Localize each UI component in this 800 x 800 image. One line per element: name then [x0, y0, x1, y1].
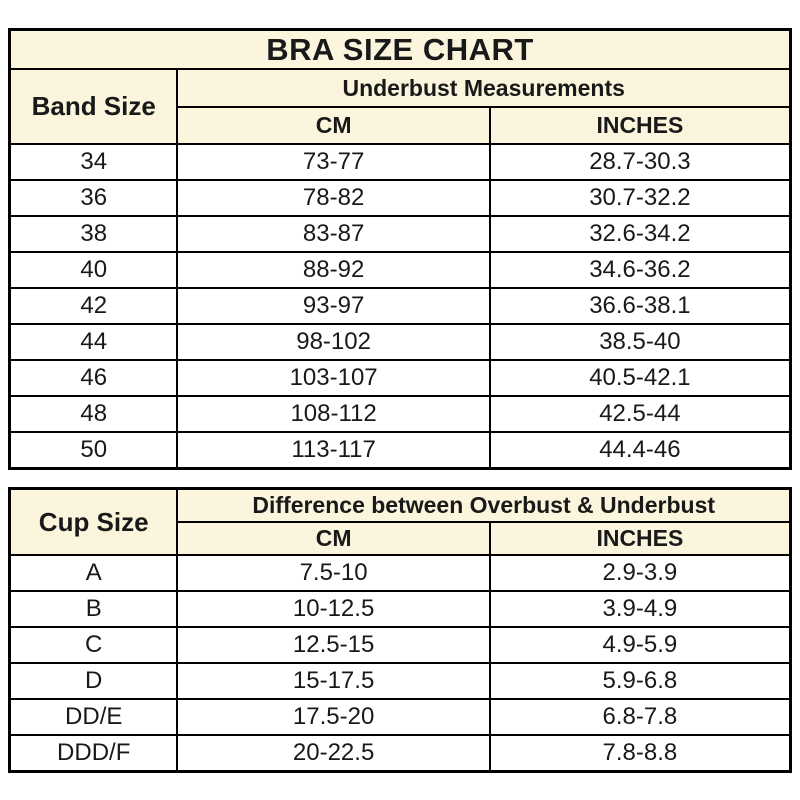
size-label-cell: 40 [8, 251, 179, 289]
cm-range-cell: 103-107 [176, 359, 491, 397]
cup-size-table: Cup Size Difference between Overbust & U… [8, 487, 792, 773]
inches-range-cell: 28.7-30.3 [488, 143, 792, 181]
inches-range-cell: 4.9-5.9 [488, 626, 792, 664]
band-size-column-header: Band Size [8, 68, 179, 145]
cup-size-table-header: Cup Size Difference between Overbust & U… [8, 487, 792, 556]
inches-range-cell: 40.5-42.1 [488, 359, 792, 397]
table-row: 34 73-77 28.7-30.3 [8, 143, 792, 181]
cm-range-cell: 12.5-15 [176, 626, 491, 664]
band-size-table: BRA SIZE CHART Band Size Underbust Measu… [8, 28, 792, 470]
inches-range-cell: 3.9-4.9 [488, 590, 792, 628]
size-label-cell: 36 [8, 179, 179, 217]
cm-range-cell: 7.5-10 [176, 554, 491, 592]
cm-range-cell: 17.5-20 [176, 698, 491, 736]
inches-column-header: INCHES [488, 521, 792, 556]
size-label-cell: A [8, 554, 179, 592]
table-row: D 15-17.5 5.9-6.8 [8, 662, 792, 700]
group-header-row: Cup Size Difference between Overbust & U… [8, 487, 792, 556]
table-row: 50 113-117 44.4-46 [8, 431, 792, 470]
inches-range-cell: 34.6-36.2 [488, 251, 792, 289]
table-row: 38 83-87 32.6-34.2 [8, 215, 792, 253]
cm-range-cell: 20-22.5 [176, 734, 491, 773]
inches-range-cell: 36.6-38.1 [488, 287, 792, 325]
size-label-cell: B [8, 590, 179, 628]
difference-overbust-underbust-header: Difference between Overbust & Underbust [176, 487, 792, 523]
chart-title: BRA SIZE CHART [8, 28, 792, 70]
size-label-cell: 50 [8, 431, 179, 470]
sub-header-row: CM INCHES [10, 106, 792, 145]
size-label-cell: 46 [8, 359, 179, 397]
cup-size-table-body: A 7.5-10 2.9-3.9 B 10-12.5 3.9-4.9 C 12.5-15 4.9… [8, 554, 792, 773]
size-label-cell: 44 [8, 323, 179, 361]
underbust-measurements-header: Underbust Measurements [176, 68, 792, 108]
cm-range-cell: 15-17.5 [176, 662, 491, 700]
table-row: B 10-12.5 3.9-4.9 [8, 590, 792, 628]
cm-range-cell: 88-92 [176, 251, 491, 289]
cup-size-column-header: Cup Size [8, 487, 179, 556]
group-header-row: Band Size Underbust Measurements [8, 68, 792, 145]
inches-range-cell: 44.4-46 [488, 431, 792, 470]
cm-range-cell: 78-82 [176, 179, 491, 217]
cm-column-header: CM [176, 521, 491, 556]
cm-range-cell: 73-77 [176, 143, 491, 181]
table-row: C 12.5-15 4.9-5.9 [8, 626, 792, 664]
inches-range-cell: 42.5-44 [488, 395, 792, 433]
table-row: 46 103-107 40.5-42.1 [8, 359, 792, 397]
inches-range-cell: 38.5-40 [488, 323, 792, 361]
table-row: DD/E 17.5-20 6.8-7.8 [8, 698, 792, 736]
inches-range-cell: 30.7-32.2 [488, 179, 792, 217]
table-row: 48 108-112 42.5-44 [8, 395, 792, 433]
cm-range-cell: 113-117 [176, 431, 491, 470]
cm-range-cell: 93-97 [176, 287, 491, 325]
inches-range-cell: 32.6-34.2 [488, 215, 792, 253]
size-label-cell: 38 [8, 215, 179, 253]
table-row: 44 98-102 38.5-40 [8, 323, 792, 361]
band-size-table-body: 34 73-77 28.7-30.3 36 78-82 30.7-32.2 38 83-87 3… [8, 143, 792, 470]
size-label-cell: 42 [8, 287, 179, 325]
inches-column-header: INCHES [488, 106, 792, 145]
size-label-cell: DD/E [8, 698, 179, 736]
cm-range-cell: 98-102 [176, 323, 491, 361]
table-row: 36 78-82 30.7-32.2 [8, 179, 792, 217]
cm-range-cell: 108-112 [176, 395, 491, 433]
inches-range-cell: 6.8-7.8 [488, 698, 792, 736]
band-size-table-header: BRA SIZE CHART Band Size Underbust Measu… [8, 28, 792, 145]
cm-range-cell: 83-87 [176, 215, 491, 253]
table-title-row: BRA SIZE CHART [8, 28, 792, 70]
cm-range-cell: 10-12.5 [176, 590, 491, 628]
size-label-cell: 34 [8, 143, 179, 181]
inches-range-cell: 2.9-3.9 [488, 554, 792, 592]
inches-range-cell: 7.8-8.8 [488, 734, 792, 773]
cm-column-header: CM [176, 106, 491, 145]
table-row: A 7.5-10 2.9-3.9 [8, 554, 792, 592]
inches-range-cell: 5.9-6.8 [488, 662, 792, 700]
size-label-cell: 48 [8, 395, 179, 433]
size-label-cell: D [8, 662, 179, 700]
size-label-cell: C [8, 626, 179, 664]
table-row: DDD/F 20-22.5 7.8-8.8 [8, 734, 792, 773]
table-row: 42 93-97 36.6-38.1 [8, 287, 792, 325]
sub-header-row: CM INCHES [10, 521, 792, 556]
size-label-cell: DDD/F [8, 734, 179, 773]
table-row: 40 88-92 34.6-36.2 [8, 251, 792, 289]
